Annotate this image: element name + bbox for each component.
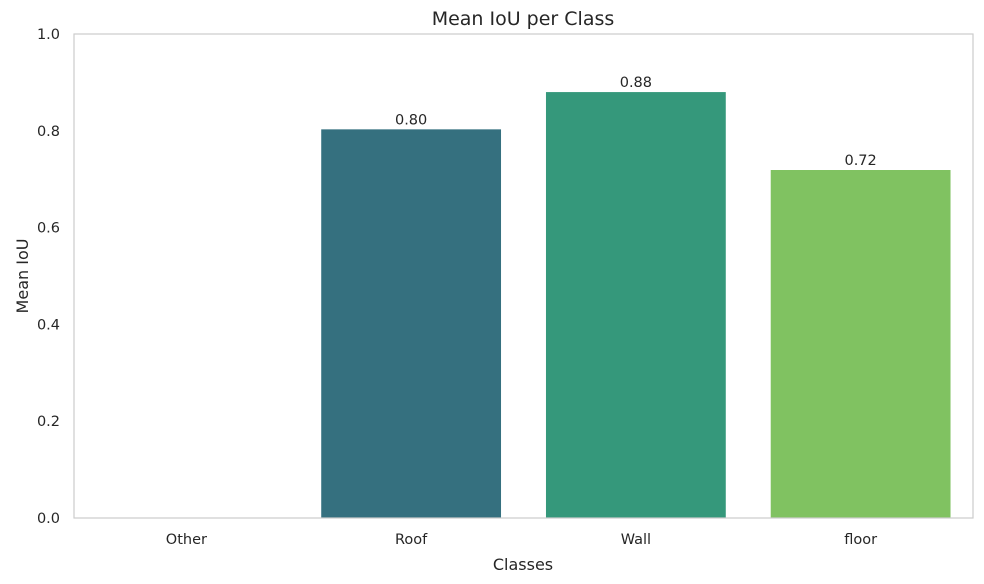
bar-floor: [770, 170, 951, 518]
data-labels-group: 0.80 0.88 0.72: [395, 75, 877, 169]
x-tick-label-floor: floor: [844, 532, 877, 548]
y-axis-label: Mean IoU: [13, 239, 32, 314]
y-tick-label-1: 0.2: [37, 414, 60, 430]
plot-frame: [73, 33, 974, 519]
y-axis-ticks: 0.0 0.2 0.4 0.6 0.8 1.0: [37, 27, 60, 527]
y-tick-label-0: 0.0: [37, 511, 60, 527]
x-axis-label: Classes: [493, 555, 553, 574]
x-tick-label-wall: Wall: [621, 532, 651, 548]
bars-group: [321, 92, 951, 518]
x-tick-label-other: Other: [166, 532, 207, 548]
bar-roof: [321, 129, 502, 518]
y-tick-label-2: 0.4: [37, 317, 60, 333]
data-label-floor: 0.72: [844, 153, 876, 169]
chart-title: Mean IoU per Class: [432, 8, 615, 30]
x-tick-label-roof: Roof: [395, 532, 428, 548]
y-tick-label-3: 0.6: [37, 221, 60, 237]
bar-wall: [545, 92, 726, 518]
data-label-roof: 0.80: [395, 112, 427, 128]
data-label-wall: 0.88: [620, 75, 652, 91]
y-tick-label-5: 1.0: [37, 27, 60, 43]
x-axis-ticks: Other Roof Wall floor: [166, 532, 877, 548]
y-tick-label-4: 0.8: [37, 124, 60, 140]
